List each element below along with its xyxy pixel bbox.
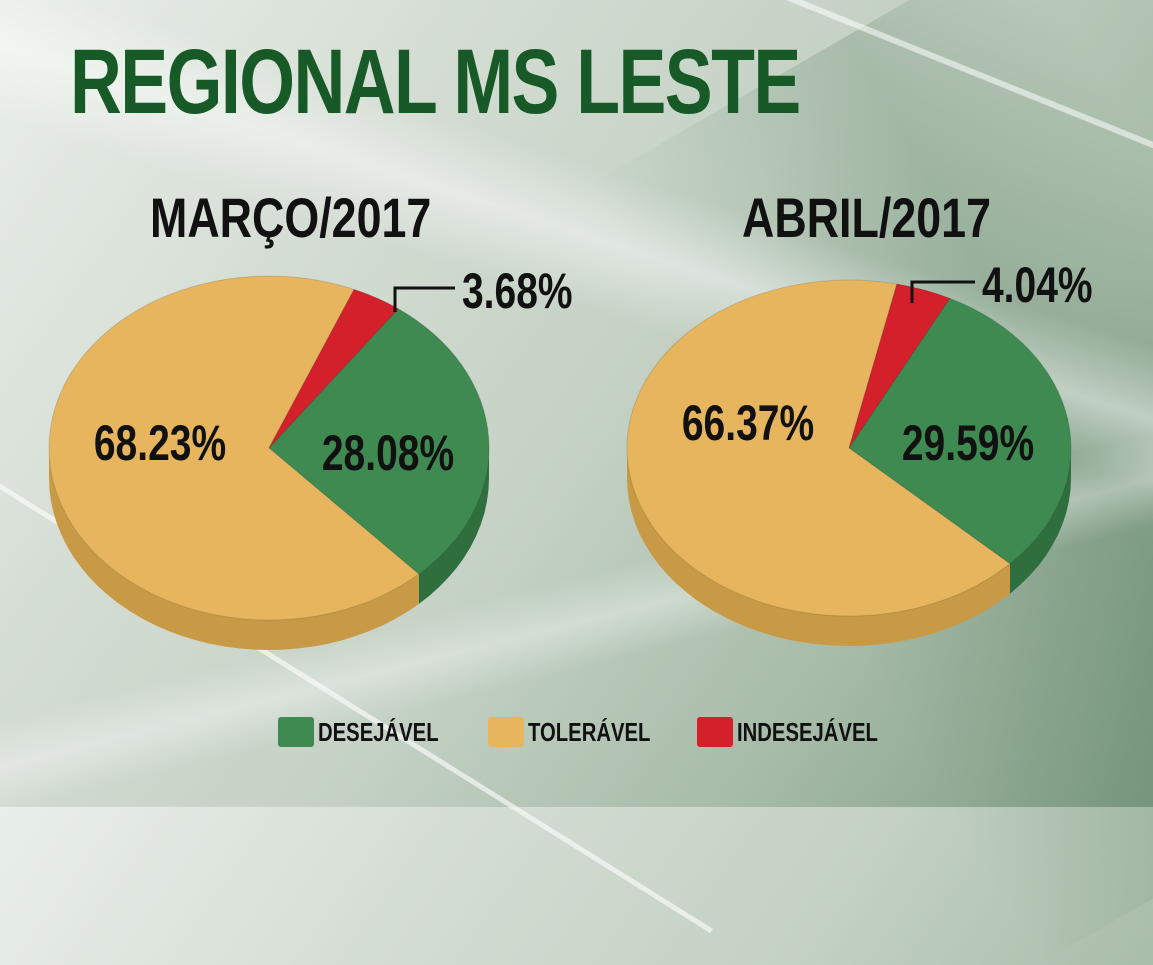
chart-title-april: ABRIL/2017 (742, 186, 991, 249)
pie-chart-april: 29.59% 66.37% 4.04% (626, 256, 1093, 646)
chart-title-march: MARÇO/2017 (150, 186, 432, 249)
legend-item-indesejavel: INDESEJÁVEL (697, 714, 918, 750)
pie-slice-indesejavel (268, 288, 400, 449)
pie-side-desejavel (1010, 448, 1071, 594)
callout-line (393, 286, 455, 312)
pie-slice-toleravel (626, 279, 1011, 617)
callout-line (910, 280, 975, 303)
legend-swatch-red (697, 717, 733, 747)
pie-slice-toleravel (48, 275, 420, 621)
slice-label-indesejavel: 3.68% (462, 262, 573, 319)
pie-side-toleravel (49, 448, 419, 650)
legend: DESEJÁVEL TOLERÁVEL INDESEJÁVEL (0, 714, 1153, 750)
legend-item-toleravel: TOLERÁVEL (488, 714, 685, 750)
pie-slice-desejavel (268, 308, 490, 575)
slice-label-toleravel: 66.37% (682, 394, 814, 451)
pie-chart-march: 28.08% 68.23% 3.68% (48, 262, 573, 650)
legend-label: INDESEJÁVEL (737, 716, 878, 747)
legend-swatch-yellow (488, 717, 524, 747)
page-title: REGIONAL MS LESTE (70, 31, 801, 133)
slice-label-toleravel: 68.23% (94, 414, 226, 471)
pie-slice-indesejavel (848, 283, 951, 449)
pie-side-toleravel (627, 448, 1010, 646)
legend-swatch-green (278, 717, 314, 747)
slice-label-desejavel: 28.08% (322, 424, 454, 481)
slice-label-desejavel: 29.59% (902, 414, 1034, 471)
legend-item-desejavel: DESEJÁVEL (278, 714, 473, 750)
pie-charts: 28.08% 68.23% 3.68% 29.59% 66.37% 4.04% (48, 256, 1093, 650)
slice-label-indesejavel: 4.04% (982, 256, 1093, 313)
legend-label: DESEJÁVEL (318, 716, 439, 747)
legend-label: TOLERÁVEL (528, 716, 651, 747)
pie-side-desejavel (418, 448, 489, 604)
pie-slice-desejavel (848, 297, 1072, 565)
